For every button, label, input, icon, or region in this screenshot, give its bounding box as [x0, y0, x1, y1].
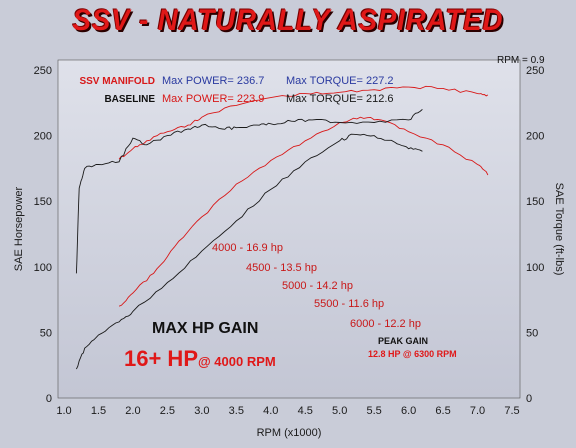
x-tick-label: 7.5	[504, 405, 519, 417]
y-right-ticks: 0 50 100 150 200 250	[526, 65, 544, 405]
max-hp-gain-value: 16+ HP	[124, 346, 198, 371]
x-tick-label: 1.0	[56, 405, 71, 417]
series-lines	[75, 85, 489, 370]
y-left-tick-label: 50	[40, 327, 52, 339]
legend-baseline-torque: Max TORQUE= 212.6	[286, 93, 394, 105]
peak-gain-value: 12.8 HP @ 6300 RPM	[368, 349, 457, 359]
y-left-tick-label: 150	[34, 196, 52, 208]
legend-baseline-name: BASELINE	[104, 94, 155, 105]
peak-gain-label: PEAK GAIN	[378, 336, 428, 346]
y-right-tick-label: 150	[526, 196, 544, 208]
y-left-ticks: 0 50 100 150 200 250	[34, 65, 52, 405]
rpm-note: RPM = 0.9	[497, 55, 545, 66]
legend-baseline-power: Max POWER= 223.9	[162, 93, 264, 105]
x-tick-label: 3.0	[194, 405, 209, 417]
x-tick-label: 1.5	[91, 405, 106, 417]
y-right-tick-label: 250	[526, 65, 544, 77]
y-left-tick-label: 250	[34, 65, 52, 77]
ssv-horsepower-line	[118, 116, 489, 307]
gain-line: 6000 - 12.2 hp	[350, 318, 421, 330]
legend-ssv-power: Max POWER= 236.7	[162, 75, 264, 87]
gain-line: 4500 - 13.5 hp	[246, 262, 317, 274]
x-tick-label: 6.5	[435, 405, 450, 417]
gain-line: 5500 - 11.6 hp	[314, 298, 384, 310]
x-tick-label: 4.5	[298, 405, 313, 417]
x-ticks: 1.0 1.5 2.0 2.5 3.0 3.5 4.0 4.5 5.0 5.5 6.0 6.5 7.0 7…	[56, 405, 519, 417]
y-right-tick-label: 200	[526, 131, 544, 143]
legend-ssv-torque: Max TORQUE= 227.2	[286, 75, 394, 87]
ssv-torque-line	[118, 85, 489, 160]
x-tick-label: 2.0	[125, 405, 140, 417]
page-title: SSV - NATURALLY ASPIRATED	[72, 4, 504, 37]
gain-line: 5000 - 14.2 hp	[282, 280, 353, 292]
plot-area	[57, 59, 521, 399]
max-hp-gain-label: MAX HP GAIN	[152, 320, 258, 337]
y-left-axis-label: SAE Horsepower	[13, 186, 25, 271]
max-hp-gain-rpm: @ 4000 RPM	[198, 354, 276, 369]
y-left-tick-label: 0	[46, 393, 52, 405]
x-tick-label: 6.0	[401, 405, 416, 417]
x-tick-label: 5.5	[367, 405, 382, 417]
x-tick-label: 2.5	[160, 405, 175, 417]
x-tick-label: 7.0	[470, 405, 485, 417]
legend-ssv-name: SSV MANIFOLD	[79, 76, 155, 87]
y-right-tick-label: 100	[526, 262, 544, 274]
y-left-tick-label: 200	[34, 131, 52, 143]
x-tick-label: 5.0	[332, 405, 347, 417]
baseline-horsepower-line	[75, 133, 423, 370]
x-tick-label: 4.0	[263, 405, 278, 417]
baseline-torque-line	[75, 109, 423, 274]
x-axis-label: RPM (x1000)	[257, 427, 322, 439]
x-tick-label: 3.5	[229, 405, 244, 417]
y-right-tick-label: 0	[526, 393, 532, 405]
y-left-tick-label: 100	[34, 262, 52, 274]
gain-line: 4000 - 16.9 hp	[212, 242, 283, 254]
y-right-axis-label: SAE Torque (ft-lbs)	[553, 183, 565, 276]
y-right-tick-label: 50	[526, 327, 538, 339]
